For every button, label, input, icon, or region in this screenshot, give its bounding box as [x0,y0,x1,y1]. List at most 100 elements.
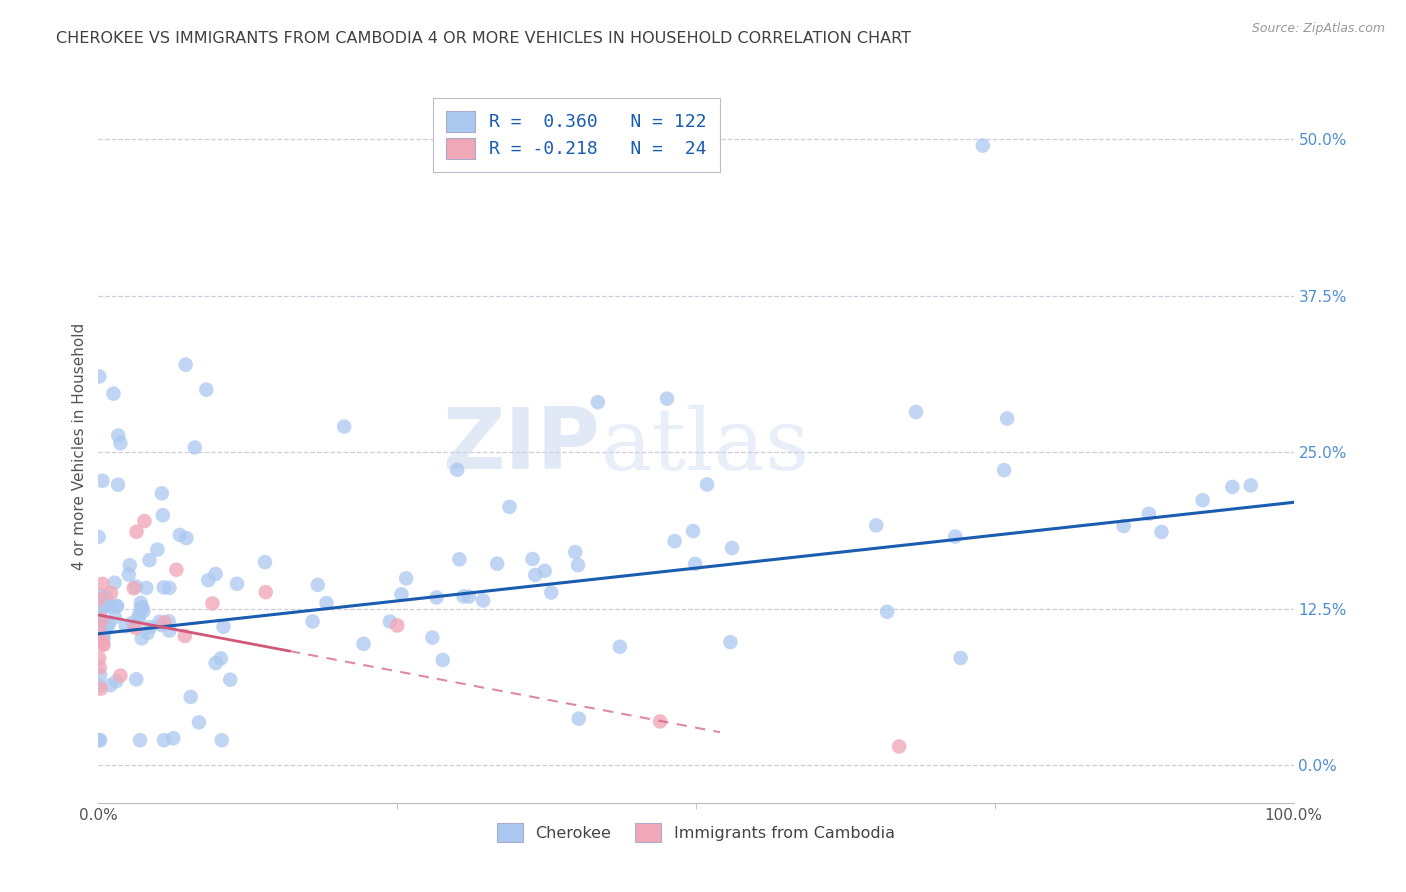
Point [195,383,218,397]
Point [91,613,114,627]
Point [128,608,150,623]
Legend: Cherokee, Immigrants from Cambodia: Cherokee, Immigrants from Cambodia [491,817,901,848]
Point [157,581,180,595]
Point [187,715,209,730]
Point [129,596,152,610]
Point [91,474,114,488]
Point [378,615,401,629]
Point [212,620,235,634]
Point [100,678,122,692]
Point [94,590,117,604]
Point [169,528,191,542]
Point [107,428,129,442]
Point [197,573,219,587]
Point [664,534,686,549]
Point [91,577,114,591]
Point [180,690,202,704]
Point [129,733,152,747]
Point [100,599,122,614]
Point [184,441,207,455]
Point [87,623,110,637]
Point [138,553,160,567]
Point [125,580,148,594]
Point [226,576,249,591]
Point [385,618,409,632]
Point [333,419,356,434]
Point [89,611,111,625]
Point [103,575,125,590]
Point [254,585,277,599]
Point [131,632,153,646]
Point [97,617,120,632]
Point [446,463,468,477]
Point [125,524,148,539]
Point [150,486,173,500]
Point [486,557,509,571]
Point [93,638,115,652]
Point [449,552,471,566]
Point [87,628,110,642]
Point [100,586,122,600]
Point [972,138,994,153]
Point [87,679,110,693]
Point [253,555,276,569]
Point [865,518,887,533]
Point [533,564,555,578]
Point [89,589,111,603]
Point [498,500,520,514]
Point [568,712,591,726]
Point [93,631,115,645]
Point [721,541,744,555]
Point [458,590,481,604]
Point [89,660,111,674]
Point [211,733,233,747]
Point [87,592,110,607]
Point [157,614,180,628]
Point [453,590,475,604]
Point [152,508,174,523]
Point [391,587,413,601]
Point [91,634,114,648]
Point [564,545,586,559]
Point [219,673,242,687]
Point [586,395,609,409]
Point [209,651,232,665]
Point [90,681,112,696]
Point [655,392,678,406]
Point [1150,524,1173,539]
Point [524,567,547,582]
Point [522,552,544,566]
Point [94,599,117,614]
Point [124,621,146,635]
Point [174,358,197,372]
Point [107,477,129,491]
Point [650,714,672,729]
Point [1220,480,1243,494]
Point [157,624,180,638]
Point [131,600,153,615]
Point [105,599,128,613]
Point [89,733,111,747]
Point [93,625,115,640]
Point [91,637,114,651]
Point [420,631,443,645]
Point [176,531,198,545]
Text: CHEROKEE VS IMMIGRANTS FROM CAMBODIA 4 OR MORE VEHICLES IN HOUSEHOLD CORRELATION: CHEROKEE VS IMMIGRANTS FROM CAMBODIA 4 O… [56,31,911,46]
Point [139,620,162,634]
Point [567,558,589,573]
Point [121,615,143,630]
Point [129,600,152,615]
Point [395,571,418,585]
Point [128,611,150,625]
Point [114,619,136,633]
Point [134,514,156,528]
Point [353,637,375,651]
Point [609,640,631,654]
Point [432,653,454,667]
Point [315,596,337,610]
Point [472,593,495,607]
Point [90,614,112,628]
Point [122,582,145,596]
Point [90,601,112,615]
Point [204,566,226,581]
